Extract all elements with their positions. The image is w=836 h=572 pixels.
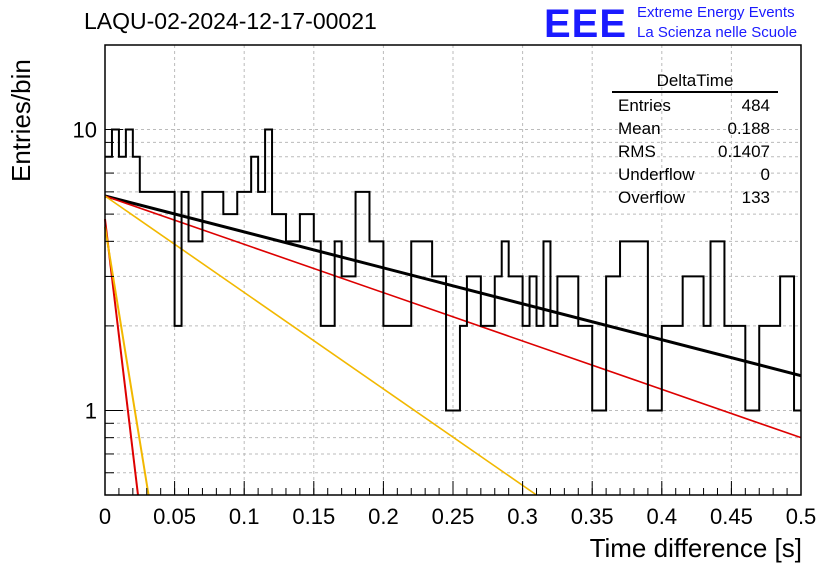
x-tick-label: 0.35 xyxy=(571,504,614,529)
x-tick-label: 0.3 xyxy=(507,504,538,529)
stats-row-mean: Mean 0.188 xyxy=(612,117,778,140)
y-axis-label: Entries/bin xyxy=(6,59,36,182)
stats-value: 484 xyxy=(741,96,770,115)
fit-line-4 xyxy=(104,226,150,496)
x-axis-label: Time difference [s] xyxy=(589,533,802,563)
x-tick-labels: 0 0.05 0.1 0.15 0.2 0.25 0.3 0.35 0.4 0.45 0.5 xyxy=(99,504,816,529)
stats-label: Entries xyxy=(618,96,671,115)
fit-line-1 xyxy=(104,195,802,439)
stats-row-underflow: Underflow 0 xyxy=(612,163,778,186)
x-tick-label: 0.25 xyxy=(432,504,475,529)
stats-row-overflow: Overflow 133 xyxy=(612,186,778,209)
fit-lines xyxy=(104,194,802,496)
histogram-steps xyxy=(105,128,801,412)
stats-label: Overflow xyxy=(618,188,686,207)
stats-box: DeltaTime Entries 484 Mean 0.188 RMS 0.1407… xyxy=(612,70,778,209)
stats-label: Mean xyxy=(618,119,661,138)
stats-value: 0 xyxy=(760,165,770,184)
x-tick-label: 0.4 xyxy=(647,504,678,529)
stats-row-entries: Entries 484 xyxy=(612,94,778,117)
y-tick-label: 1 xyxy=(85,398,97,423)
stats-title: DeltaTime xyxy=(612,70,778,93)
plot-frame xyxy=(104,44,802,496)
y-tick-label: 10 xyxy=(73,118,97,143)
eee-logo-text: Extreme Energy Events La Scienza nelle S… xyxy=(637,3,797,43)
stats-row-rms: RMS 0.1407 xyxy=(612,140,778,163)
histogram-series xyxy=(105,128,801,412)
x-tick-label: 0.15 xyxy=(292,504,335,529)
x-tick-label: 0.1 xyxy=(229,504,260,529)
fit-line-0 xyxy=(104,194,802,378)
x-tick-label: 0.45 xyxy=(710,504,753,529)
x-tick-label: 0.2 xyxy=(368,504,399,529)
x-tick-label: 0.5 xyxy=(786,504,817,529)
x-tick-label: 0 xyxy=(99,504,111,529)
chart-title: LAQU-02-2024-12-17-00021 xyxy=(84,8,377,34)
y-tick-labels: 1 10 xyxy=(73,118,97,424)
stats-value: 0.1407 xyxy=(718,142,770,161)
logo-line-1: Extreme Energy Events xyxy=(637,4,795,21)
eee-logo: EEE xyxy=(544,2,628,46)
stats-value: 0.188 xyxy=(727,119,770,138)
stats-label: Underflow xyxy=(618,165,695,184)
logo-line-2: La Scienza nelle Scuole xyxy=(637,24,798,41)
stats-value: 133 xyxy=(741,188,770,207)
fit-line-2 xyxy=(104,195,537,496)
stats-label: RMS xyxy=(618,142,656,161)
x-tick-label: 0.05 xyxy=(153,504,196,529)
